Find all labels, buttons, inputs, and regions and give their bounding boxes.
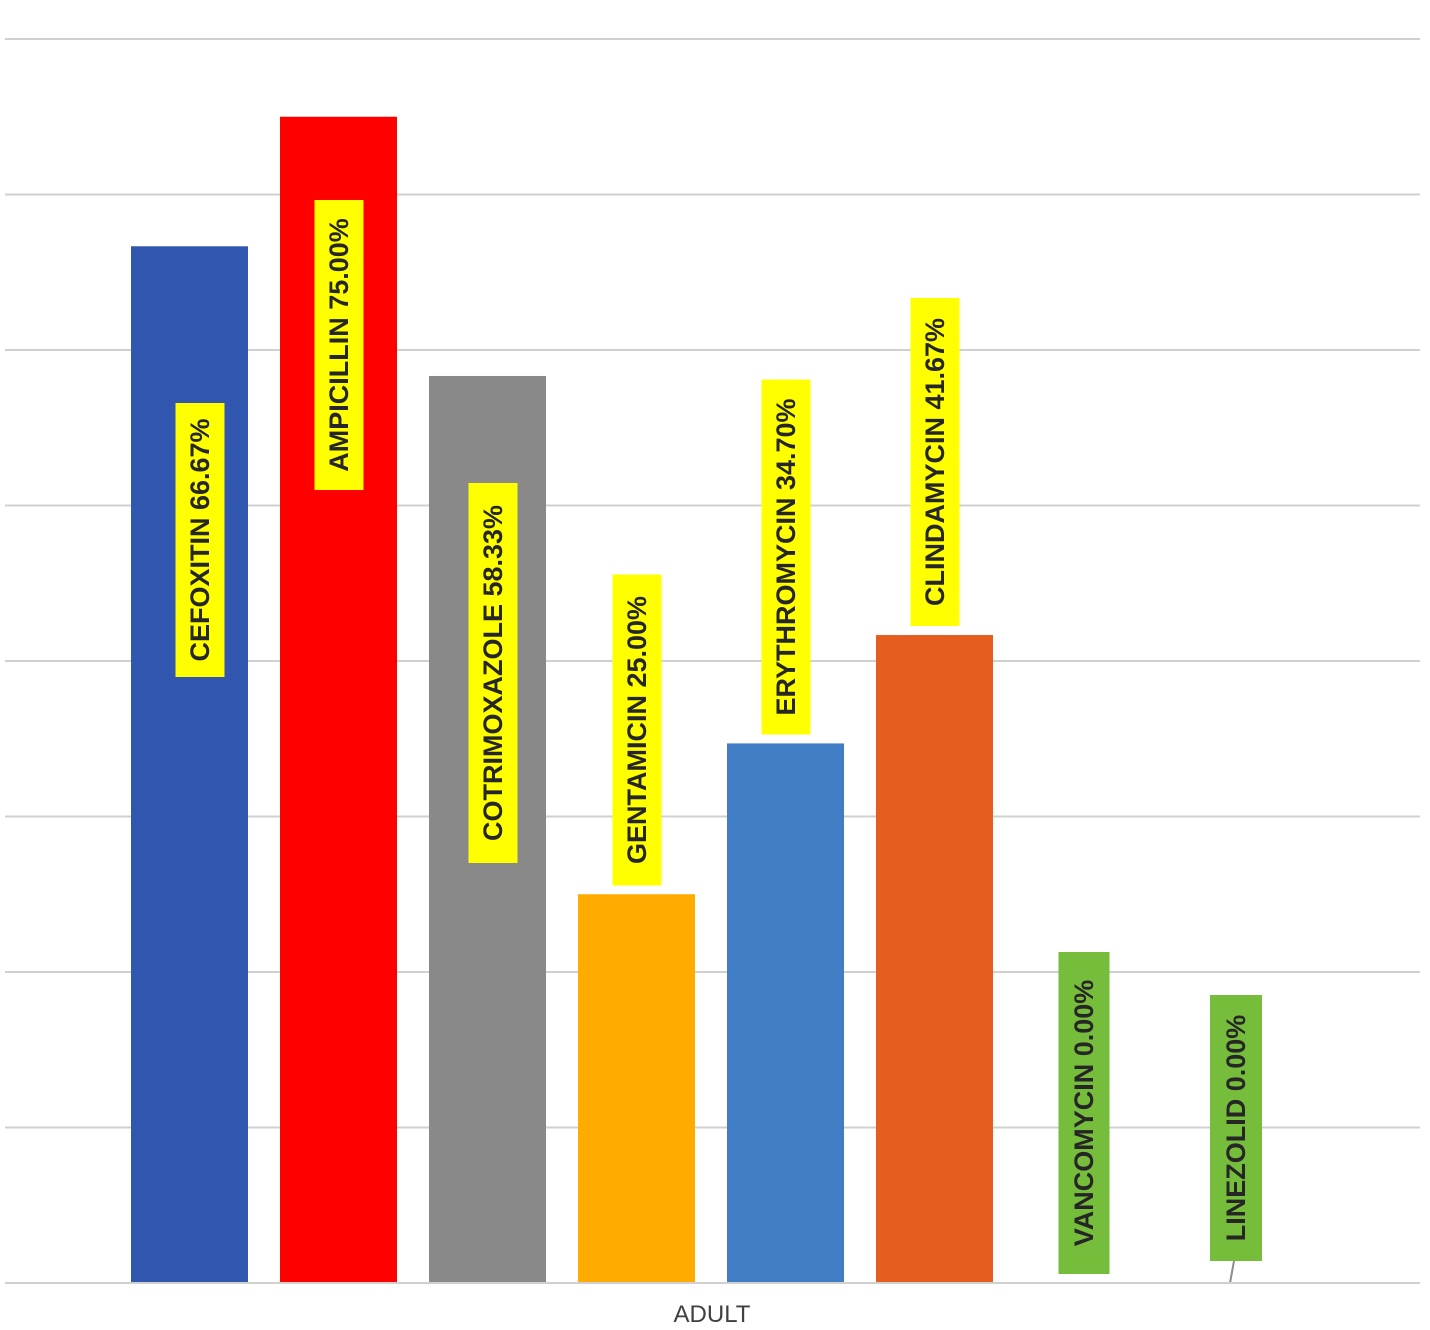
data-label-erythromycin: ERYTHROMYCIN 34.70% [771, 398, 801, 715]
bar-clindamycin [876, 635, 993, 1283]
data-label-cotrimoxazole: COTRIMOXAZOLE 58.33% [478, 505, 508, 841]
data-label-box-vancomycin [1058, 952, 1110, 1274]
data-label-clindamycin: CLINDAMYCIN 41.67% [920, 318, 950, 606]
data-label-gentamicin: GENTAMICIN 25.00% [622, 596, 652, 864]
data-label-vancomycin: VANCOMYCIN 0.00% [1069, 980, 1099, 1247]
leader-lines [1229, 1260, 1235, 1284]
data-label-box-linezolid [1210, 995, 1262, 1261]
data-label-cefoxitin: CEFOXITIN 66.67% [185, 418, 215, 661]
data-label-box-ampicillin [314, 200, 364, 490]
data-label-box-gentamicin [612, 574, 662, 886]
bar-cefoxitin [131, 246, 248, 1283]
data-label-ampicillin: AMPICILLIN 75.00% [324, 218, 354, 472]
bar-erythromycin [727, 743, 844, 1283]
data-label-box-erythromycin [761, 379, 811, 735]
data-label-linezolid: LINEZOLID 0.00% [1221, 1015, 1251, 1242]
data-label-box-cotrimoxazole [468, 483, 518, 863]
data-label-box-clindamycin [910, 298, 960, 626]
data-label-box-cefoxitin [175, 403, 225, 677]
bars [131, 116, 993, 1283]
data-labels: CEFOXITIN 66.67% AMPICILLIN 75.00% COTRIMO… [175, 200, 1262, 1274]
leader-line-linezolid [1229, 1260, 1235, 1284]
bar-gentamicin [578, 894, 695, 1283]
x-category-label: ADULT [674, 1301, 751, 1328]
